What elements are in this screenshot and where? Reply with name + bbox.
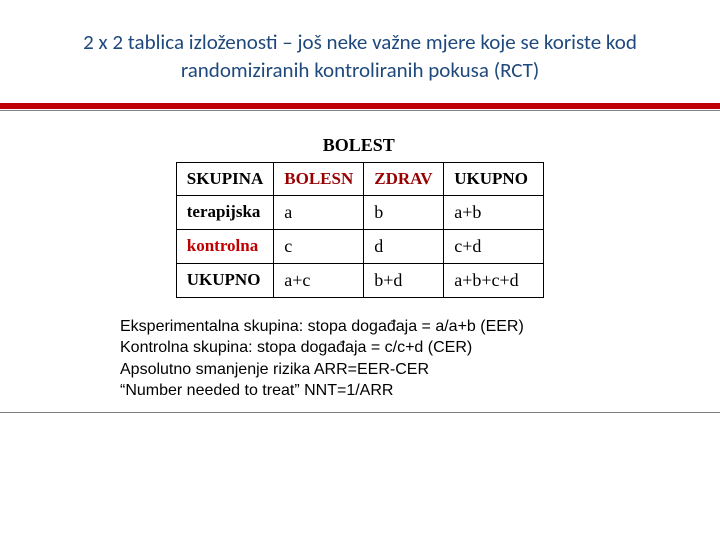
col-ukupno: UKUPNO	[444, 162, 544, 195]
footer-line: Kontrolna skupina: stopa događaja = c/c+…	[120, 337, 640, 359]
cell-cd: c+d	[444, 229, 544, 263]
footer-line: Eksperimentalna skupina: stopa događaja …	[120, 316, 640, 338]
table-row: terapijska a b a+b	[176, 195, 544, 229]
contingency-table: BOLEST SKUPINA BOLESN ZDRAV UKUPNO terap…	[176, 129, 545, 298]
cell-c: c	[274, 229, 364, 263]
table-container: BOLEST SKUPINA BOLESN ZDRAV UKUPNO terap…	[0, 111, 720, 308]
row-header: SKUPINA	[176, 162, 274, 195]
top-header: BOLEST	[274, 129, 444, 163]
cell-d: d	[364, 229, 444, 263]
table-row: kontrolna c d c+d	[176, 229, 544, 263]
row-label-total: UKUPNO	[176, 263, 274, 297]
bottom-divider	[0, 412, 720, 413]
col-zdrav: ZDRAV	[364, 162, 444, 195]
col-bolesn: BOLESN	[274, 162, 364, 195]
blank-cell	[444, 129, 544, 163]
cell-ab: a+b	[444, 195, 544, 229]
footer-line: “Number needed to treat” NNT=1/ARR	[120, 380, 640, 402]
slide-title: 2 x 2 tablica izloženosti – još neke važ…	[0, 0, 720, 95]
title-text: 2 x 2 tablica izloženosti – još neke važ…	[83, 29, 637, 83]
red-divider	[0, 103, 720, 109]
cell-bd: b+d	[364, 263, 444, 297]
cell-abcd: a+b+c+d	[444, 263, 544, 297]
cell-ac: a+c	[274, 263, 364, 297]
blank-cell	[176, 129, 274, 163]
footer-line: Apsolutno smanjenje rizika ARR=EER-CER	[120, 359, 640, 381]
row-label-kontrolna: kontrolna	[176, 229, 274, 263]
cell-b: b	[364, 195, 444, 229]
row-label-terapijska: terapijska	[176, 195, 274, 229]
table-row-total: UKUPNO a+c b+d a+b+c+d	[176, 263, 544, 297]
cell-a: a	[274, 195, 364, 229]
footer-text: Eksperimentalna skupina: stopa događaja …	[0, 308, 720, 402]
